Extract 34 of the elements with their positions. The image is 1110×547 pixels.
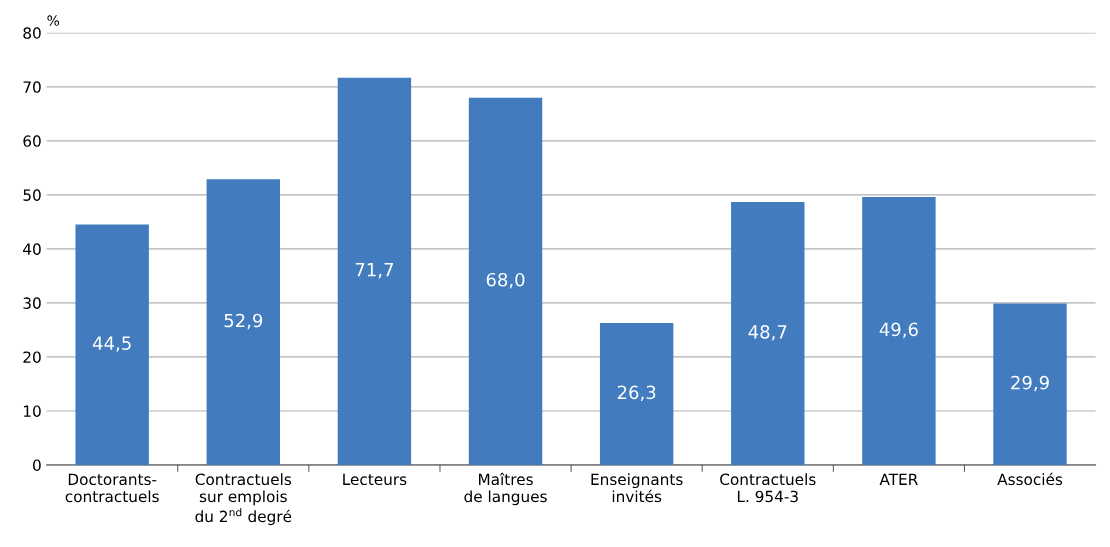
y-tick-label: 0 bbox=[33, 459, 41, 471]
y-tick-label: 30 bbox=[23, 297, 41, 309]
bar bbox=[337, 77, 412, 465]
x-tick-label: Contractuels sur emplois du 2$^{nd}$ degré bbox=[195, 473, 292, 526]
data-label: 48,7 bbox=[748, 325, 787, 341]
y-tick-label: 50 bbox=[23, 189, 41, 201]
bar bbox=[75, 224, 149, 465]
data-label: 49,6 bbox=[879, 322, 918, 339]
x-tick-label: Associés bbox=[997, 472, 1063, 486]
x-tick-label: Contractuels L. 954-3 bbox=[720, 473, 816, 503]
data-label: 52,9 bbox=[224, 313, 263, 330]
x-tick-label: Maîtres de langues bbox=[464, 472, 547, 506]
x-tick-label: Enseignants invités bbox=[591, 473, 683, 503]
y-tick-label: 40 bbox=[23, 243, 41, 255]
y-tick-label: 80 bbox=[23, 27, 41, 39]
data-label: 26,3 bbox=[617, 385, 656, 401]
x-tick-label: Lecteurs bbox=[343, 473, 407, 486]
bar bbox=[862, 197, 936, 465]
y-tick-label: 10 bbox=[24, 405, 41, 417]
y-axis-title: % bbox=[47, 15, 60, 26]
y-tick-label: 70 bbox=[23, 81, 41, 93]
data-label: 44,5 bbox=[92, 336, 131, 352]
bar bbox=[599, 322, 674, 465]
x-tick-label: Doctorants- contractuels bbox=[65, 473, 159, 503]
bar bbox=[206, 179, 281, 465]
data-label: 68,0 bbox=[486, 272, 525, 289]
x-tick-label: ATER bbox=[879, 473, 918, 485]
y-tick-label: 60 bbox=[23, 135, 41, 147]
bar bbox=[731, 201, 805, 465]
bar bbox=[468, 97, 543, 465]
data-label: 71,7 bbox=[355, 263, 393, 279]
bar bbox=[993, 303, 1067, 465]
data-label: 29,9 bbox=[1011, 375, 1049, 392]
y-tick-label: 20 bbox=[23, 351, 41, 363]
